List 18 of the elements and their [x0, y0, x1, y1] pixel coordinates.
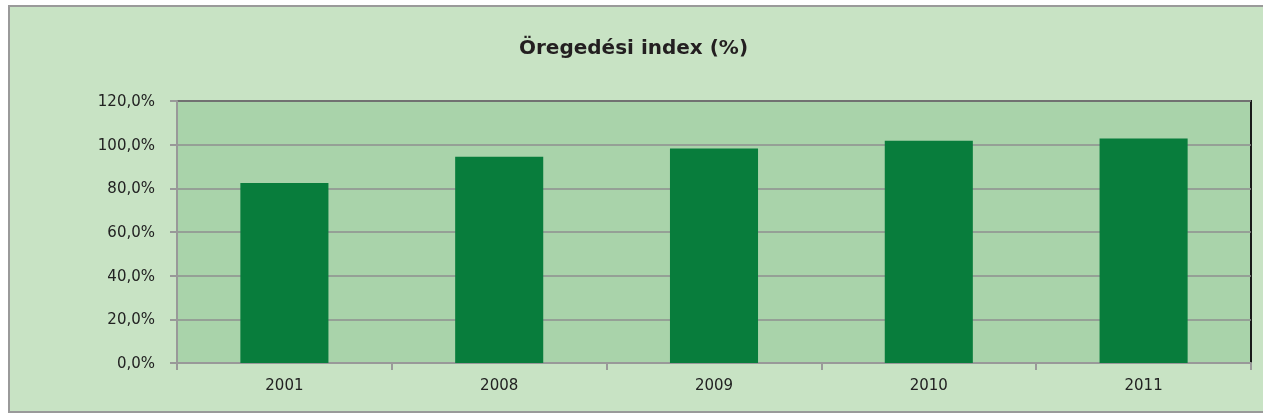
x-tick-label: 2008	[480, 375, 519, 394]
x-tick-label: 2010	[909, 375, 948, 394]
x-tick-label: 2001	[265, 375, 304, 394]
bar	[1099, 138, 1188, 363]
bar	[455, 156, 544, 363]
x-tick-label: 2009	[694, 375, 734, 394]
y-tick-label: 20,0%	[107, 310, 155, 329]
bar	[240, 182, 329, 363]
y-tick-label: 0,0%	[116, 354, 155, 372]
bar	[884, 140, 973, 363]
y-tick-label: 80,0%	[107, 179, 155, 198]
y-tick-label: 120,0%	[97, 92, 155, 110]
chart-title: Öregedési index (%)	[518, 35, 749, 59]
x-tick-label: 2011	[1124, 375, 1163, 394]
y-tick-label: 60,0%	[107, 223, 155, 241]
y-tick-label: 40,0%	[107, 266, 155, 285]
bar	[669, 148, 759, 363]
y-tick-label: 100,0%	[97, 135, 155, 154]
